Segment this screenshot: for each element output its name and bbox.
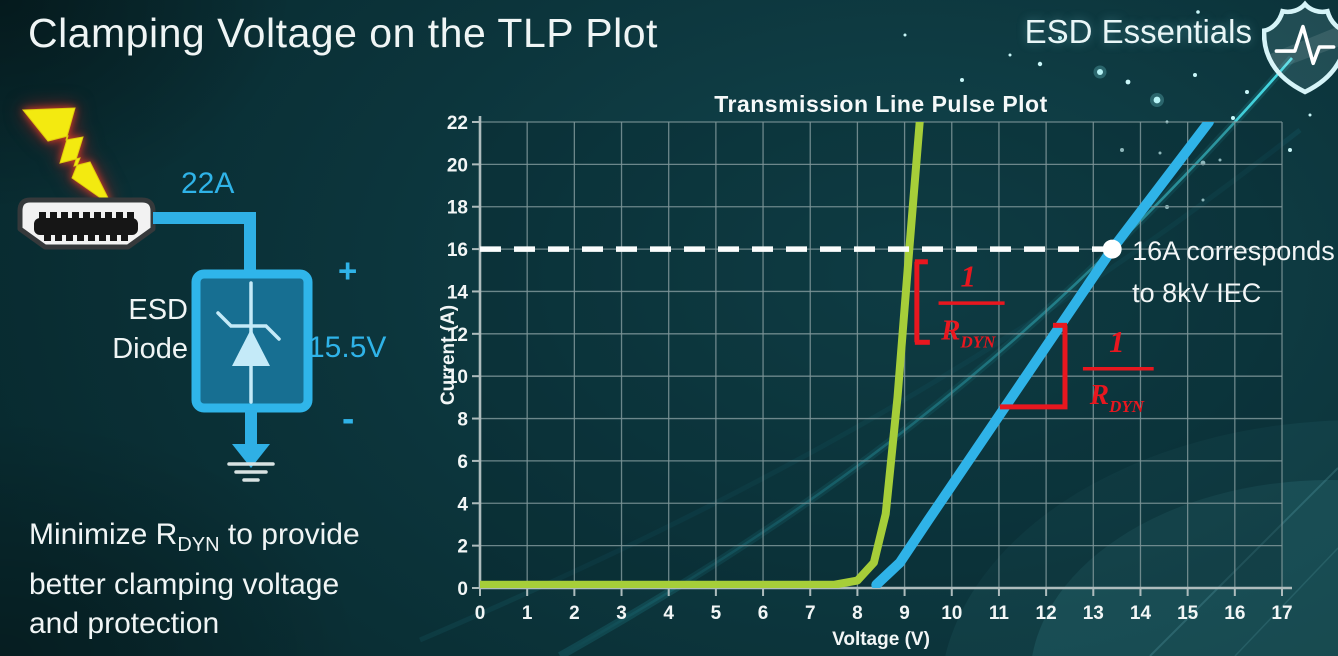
green-steep-curve (480, 122, 924, 588)
x-tick-label: 9 (899, 603, 910, 624)
swoosh-line (559, 57, 1293, 656)
marker-label-line2: to 8kV IEC (1132, 278, 1261, 308)
note-line-3: and protection (29, 607, 220, 640)
x-tick-label: 10 (941, 603, 962, 624)
page-title: Clamping Voltage on the TLP Plot (28, 10, 658, 56)
x-tick-label: 8 (852, 603, 863, 624)
x-tick-label: 13 (1083, 603, 1104, 624)
y-tick-label: 20 (447, 155, 468, 176)
y-tick-label: 6 (457, 452, 468, 473)
svg-text:1: 1 (961, 259, 977, 294)
y-tick-label: 4 (457, 494, 468, 515)
x-tick-label: 0 (475, 603, 486, 624)
polarity-plus-label: + (338, 252, 358, 289)
lightning-bolt-icon (21, 107, 113, 207)
rdyn-subscript: DYN (177, 534, 220, 556)
corner-streak (1234, 547, 1338, 656)
esd-circuit-diagram (17, 107, 313, 482)
surge-current-label: 22A (181, 167, 235, 200)
corner-glow-outer (945, 420, 1338, 656)
x-tick-label: 7 (805, 603, 816, 624)
svg-text:RDYN: RDYN (1089, 379, 1145, 416)
y-tick-label: 16 (447, 240, 468, 261)
x-tick-label: 2 (569, 603, 580, 624)
svg-text:RDYN: RDYN (940, 315, 996, 352)
y-tick-label: 22 (447, 113, 468, 134)
corner-glow (1032, 480, 1338, 656)
x-tick-label: 16 (1224, 603, 1245, 624)
y-tick-label: 14 (447, 282, 469, 303)
x-tick-label: 6 (758, 603, 769, 624)
x-tick-label: 15 (1177, 603, 1199, 624)
y-tick-label: 2 (457, 537, 468, 558)
clamping-voltage-label: 15.5V (308, 331, 387, 364)
tlp-plot: 0 1 2 3 4 5 6 7 8 9 10 11 12 13 14 15 16 1702468101214161… (440, 91, 1335, 650)
ground-icon (227, 462, 275, 482)
chart-title: Transmission Line Pulse Plot (714, 91, 1048, 117)
x-tick-label: 12 (1036, 603, 1057, 624)
particles (903, 10, 1312, 209)
marker-label-line1: 16A corresponds (1132, 236, 1335, 266)
svg-text:1: 1 (1109, 324, 1125, 359)
x-tick-label: 14 (1130, 603, 1152, 624)
x-axis-title: Voltage (V) (832, 629, 930, 650)
y-tick-label: 10 (447, 367, 468, 388)
brand-name: ESD Essentials (1024, 13, 1252, 50)
x-tick-label: 3 (616, 603, 627, 624)
esd-diode-label: ESD Diode (112, 294, 188, 365)
polarity-minus-label: - (342, 398, 355, 439)
takeaway-note: Minimize RDYN to provide better clamping… (29, 515, 360, 643)
rdyn-slope-annotation: 1 RDYN (999, 322, 1154, 416)
marker-dot (1102, 239, 1122, 259)
y-axis-title: Current (A) (440, 305, 459, 405)
shield-pulse-icon (1262, 0, 1338, 95)
x-tick-label: 5 (711, 603, 722, 624)
ground-arrow (232, 410, 270, 468)
corner-streak (1149, 467, 1338, 656)
x-tick-label: 4 (663, 603, 674, 624)
y-tick-label: 18 (447, 198, 468, 219)
hdmi-connector-icon (17, 197, 156, 250)
y-tick-label: 8 (457, 410, 468, 431)
zener-diode-symbol (216, 281, 281, 404)
note-line-2: better clamping voltage (29, 568, 340, 601)
wire (153, 212, 256, 276)
y-tick-label: 0 (457, 579, 468, 600)
x-tick-label: 17 (1271, 603, 1292, 624)
rdyn-slope-annotation: 1 RDYN (914, 259, 1005, 352)
x-tick-label: 1 (522, 603, 533, 624)
y-tick-label: 12 (447, 325, 468, 346)
blue-shallow-curve (871, 122, 1214, 588)
pulse-line (1274, 24, 1336, 66)
x-tick-label: 11 (989, 603, 1010, 624)
note-line-1: Minimize RDYN to provide (29, 518, 360, 556)
